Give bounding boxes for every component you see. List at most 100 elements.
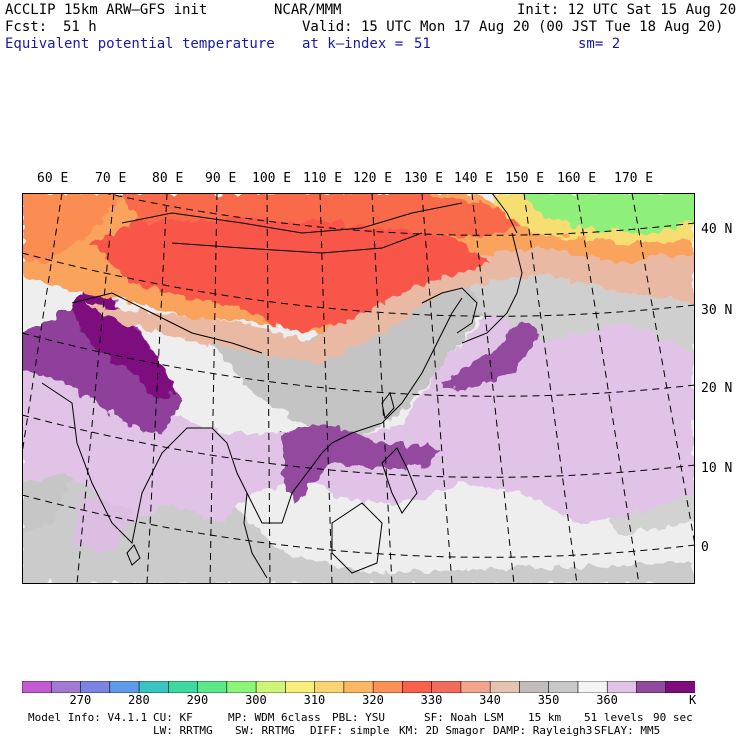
coastline-china	[331, 297, 463, 444]
meridian-line	[22, 193, 63, 457]
graticule	[22, 193, 695, 584]
colorbar-swatch	[372, 681, 404, 693]
diffusion-scheme: DIFF: simple	[310, 724, 390, 737]
colorbar-unit: K	[689, 693, 697, 707]
colorbar-swatch	[168, 681, 199, 693]
surface-scheme: SF: Noah LSM	[424, 711, 504, 724]
colorbar-swatch	[226, 681, 257, 693]
colorbar-tick-label: 340	[479, 693, 501, 707]
grey-field-china	[212, 263, 492, 443]
coastline-korea	[421, 287, 478, 334]
lat-label: 20 N	[701, 381, 733, 396]
deep-purple-core	[72, 283, 177, 398]
meridian-line	[576, 193, 640, 584]
meridian-line	[523, 193, 578, 584]
coastline-malay	[243, 492, 268, 579]
colorbar-swatch	[460, 681, 491, 693]
shortwave-scheme: SW: RRTMG	[235, 724, 295, 737]
coastline-kamchatka	[491, 193, 518, 234]
green-field	[522, 193, 695, 233]
level-label: at k–index =	[302, 36, 404, 52]
orange-strip-nw	[22, 193, 122, 263]
colorbar-tick-label: 350	[537, 693, 560, 707]
boundary-china-north	[121, 202, 463, 234]
colorbar-swatch	[665, 681, 695, 693]
parallel-line	[22, 414, 695, 478]
colorbar-tick-label: 320	[362, 693, 384, 707]
valid-time: Valid: 15 UTC Mon 17 Aug 20 (00 JST Tue …	[302, 19, 724, 35]
colorbar-swatch	[519, 681, 550, 693]
lat-label: 40 N	[701, 222, 733, 237]
lat-label: 30 N	[701, 303, 733, 318]
coastline-india	[41, 382, 212, 545]
purple-field-bay	[282, 423, 442, 503]
lavender-field-sw	[72, 493, 132, 553]
parallel-line	[22, 252, 695, 317]
colorbar-tick-label: 290	[186, 693, 209, 707]
meridian-line	[471, 193, 515, 584]
lon-label: 80 E	[152, 171, 184, 186]
grey-field-south	[22, 423, 695, 584]
meridian-line	[421, 193, 453, 584]
red-core-north	[122, 193, 522, 238]
meridian-line	[209, 193, 218, 584]
lat-label: 10 N	[701, 461, 733, 476]
colorbar-swatch	[314, 681, 345, 693]
colorbar-swatch	[197, 681, 228, 693]
coastline-taiwan	[381, 391, 395, 420]
vertical-levels: 51 levels	[584, 711, 644, 724]
colorbar-swatch	[636, 681, 667, 693]
colorbar-swatch	[80, 681, 111, 693]
lon-label: 70 E	[95, 171, 127, 186]
colorbar-swatch	[285, 681, 316, 693]
pbl-scheme: PBL: YSU	[332, 711, 385, 724]
damping-scheme: DAMP: Rayleigh3	[493, 724, 593, 737]
init-time: Init: 12 UTC Sat 15 Aug 20	[517, 2, 737, 18]
meridian-line	[76, 193, 115, 584]
lon-label: 90 E	[205, 171, 237, 186]
coastlines	[41, 193, 523, 579]
boundary-mongolia	[171, 232, 423, 254]
purple-field-arabian	[22, 293, 182, 433]
meridian-line	[371, 193, 393, 584]
lon-label: 140 E	[454, 171, 494, 186]
red-core	[92, 203, 492, 333]
lon-label: 160 E	[557, 171, 597, 186]
lat-label: 0	[701, 540, 709, 555]
colorbar-tick-label: 300	[245, 693, 267, 707]
colorbar-tick-label: 280	[128, 693, 150, 707]
meridian-line	[266, 193, 271, 584]
cumulus-scheme: CU: KF	[153, 711, 193, 724]
time-step: 90 sec	[653, 711, 693, 724]
colorbar-swatch	[402, 681, 433, 693]
parallel-line	[22, 494, 695, 558]
forecast-label: Fcst:	[5, 19, 48, 35]
lon-label: 170 E	[614, 171, 654, 186]
colorbar-swatch	[50, 681, 82, 693]
lon-label: 60 E	[37, 171, 69, 186]
meridian-line	[319, 193, 333, 584]
microphysics-scheme: MP: WDM 6class	[228, 711, 321, 724]
colorbar-swatch	[138, 681, 170, 693]
lon-label: 100 E	[252, 171, 292, 186]
coastline-indochina	[211, 427, 333, 524]
colorbar-swatch	[606, 681, 638, 693]
coastline-philippines	[381, 447, 418, 514]
colorbar-swatch	[489, 681, 521, 693]
model-title: ACCLIP 15km ARW–GFS init	[5, 2, 208, 18]
purple-field-pacific	[442, 318, 542, 393]
lon-label: 110 E	[303, 171, 343, 186]
lon-label: 120 E	[353, 171, 393, 186]
km-scheme: KM: 2D Smagor	[399, 724, 486, 737]
boundary-himalaya	[71, 292, 263, 354]
coastline-borneo	[331, 502, 383, 574]
surface-layer-scheme: SFLAY: MM5	[594, 724, 661, 737]
colorbar-tick-label: 310	[303, 693, 326, 707]
theta-e-map	[22, 193, 695, 584]
colorbar-tick-label: 270	[69, 693, 92, 707]
level-value: 51	[414, 36, 431, 52]
meridian-line	[146, 193, 168, 584]
model-version: Model Info: V4.1.1	[28, 711, 148, 724]
colorbar-swatch	[109, 681, 140, 693]
lon-label: 150 E	[505, 171, 545, 186]
